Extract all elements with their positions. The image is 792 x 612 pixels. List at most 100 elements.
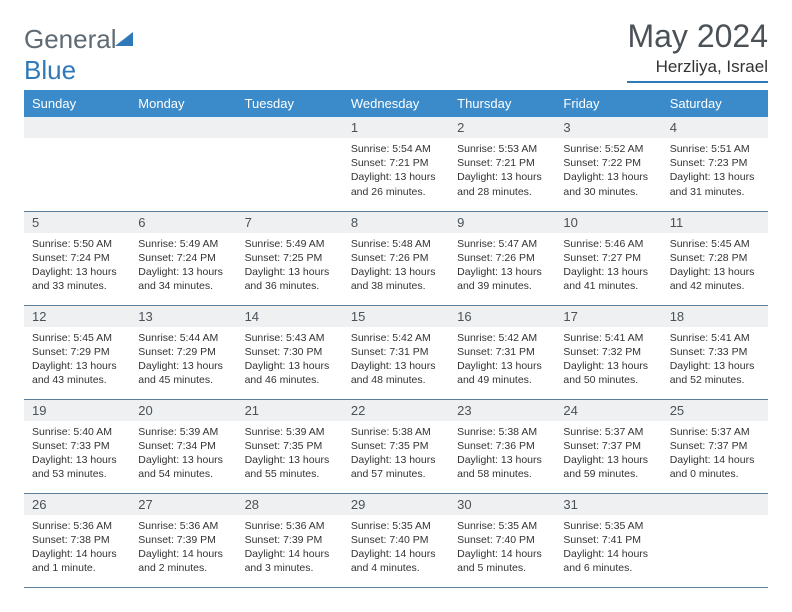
sunrise-text: Sunrise: 5:44 AM xyxy=(138,331,228,345)
calendar-day-cell: 17Sunrise: 5:41 AMSunset: 7:32 PMDayligh… xyxy=(555,305,661,399)
sunset-text: Sunset: 7:38 PM xyxy=(32,533,122,547)
weekday-header-row: Sunday Monday Tuesday Wednesday Thursday… xyxy=(24,90,768,117)
sunset-text: Sunset: 7:21 PM xyxy=(457,156,547,170)
sunset-text: Sunset: 7:34 PM xyxy=(138,439,228,453)
calendar-day-cell: 10Sunrise: 5:46 AMSunset: 7:27 PMDayligh… xyxy=(555,211,661,305)
sunrise-text: Sunrise: 5:41 AM xyxy=(670,331,760,345)
day-details: Sunrise: 5:45 AMSunset: 7:29 PMDaylight:… xyxy=(24,327,130,394)
day-details: Sunrise: 5:44 AMSunset: 7:29 PMDaylight:… xyxy=(130,327,236,394)
sunset-text: Sunset: 7:39 PM xyxy=(245,533,335,547)
day-number: 14 xyxy=(237,306,343,327)
day-details: Sunrise: 5:37 AMSunset: 7:37 PMDaylight:… xyxy=(555,421,661,488)
location-label: Herzliya, Israel xyxy=(627,57,768,83)
day-number: 13 xyxy=(130,306,236,327)
sunset-text: Sunset: 7:37 PM xyxy=(563,439,653,453)
day-number: 2 xyxy=(449,117,555,138)
calendar-day-cell: 31Sunrise: 5:35 AMSunset: 7:41 PMDayligh… xyxy=(555,493,661,587)
calendar-day-cell: 21Sunrise: 5:39 AMSunset: 7:35 PMDayligh… xyxy=(237,399,343,493)
daylight-text: Daylight: 13 hours and 42 minutes. xyxy=(670,265,760,293)
calendar-day-cell: 20Sunrise: 5:39 AMSunset: 7:34 PMDayligh… xyxy=(130,399,236,493)
daylight-text: Daylight: 14 hours and 4 minutes. xyxy=(351,547,441,575)
day-number: 22 xyxy=(343,400,449,421)
calendar-day-cell xyxy=(662,493,768,587)
calendar-week-row: 5Sunrise: 5:50 AMSunset: 7:24 PMDaylight… xyxy=(24,211,768,305)
calendar-day-cell: 24Sunrise: 5:37 AMSunset: 7:37 PMDayligh… xyxy=(555,399,661,493)
day-number: 24 xyxy=(555,400,661,421)
sunrise-text: Sunrise: 5:46 AM xyxy=(563,237,653,251)
day-number: 26 xyxy=(24,494,130,515)
calendar-day-cell: 12Sunrise: 5:45 AMSunset: 7:29 PMDayligh… xyxy=(24,305,130,399)
day-details: Sunrise: 5:42 AMSunset: 7:31 PMDaylight:… xyxy=(343,327,449,394)
sunrise-text: Sunrise: 5:48 AM xyxy=(351,237,441,251)
title-block: May 2024 Herzliya, Israel xyxy=(627,18,768,83)
sunset-text: Sunset: 7:41 PM xyxy=(563,533,653,547)
month-title: May 2024 xyxy=(627,18,768,55)
sunrise-text: Sunrise: 5:38 AM xyxy=(351,425,441,439)
day-details: Sunrise: 5:47 AMSunset: 7:26 PMDaylight:… xyxy=(449,233,555,300)
day-details: Sunrise: 5:49 AMSunset: 7:24 PMDaylight:… xyxy=(130,233,236,300)
day-number: 8 xyxy=(343,212,449,233)
sunrise-text: Sunrise: 5:35 AM xyxy=(457,519,547,533)
sunset-text: Sunset: 7:23 PM xyxy=(670,156,760,170)
day-number: 6 xyxy=(130,212,236,233)
day-details: Sunrise: 5:42 AMSunset: 7:31 PMDaylight:… xyxy=(449,327,555,394)
daylight-text: Daylight: 13 hours and 26 minutes. xyxy=(351,170,441,198)
sunrise-text: Sunrise: 5:50 AM xyxy=(32,237,122,251)
day-details: Sunrise: 5:39 AMSunset: 7:35 PMDaylight:… xyxy=(237,421,343,488)
calendar-week-row: 1Sunrise: 5:54 AMSunset: 7:21 PMDaylight… xyxy=(24,117,768,211)
day-details: Sunrise: 5:35 AMSunset: 7:40 PMDaylight:… xyxy=(343,515,449,582)
day-details: Sunrise: 5:53 AMSunset: 7:21 PMDaylight:… xyxy=(449,138,555,205)
calendar-day-cell: 22Sunrise: 5:38 AMSunset: 7:35 PMDayligh… xyxy=(343,399,449,493)
sunset-text: Sunset: 7:36 PM xyxy=(457,439,547,453)
day-details: Sunrise: 5:48 AMSunset: 7:26 PMDaylight:… xyxy=(343,233,449,300)
calendar-day-cell xyxy=(130,117,236,211)
day-number: 17 xyxy=(555,306,661,327)
day-details: Sunrise: 5:46 AMSunset: 7:27 PMDaylight:… xyxy=(555,233,661,300)
sunset-text: Sunset: 7:25 PM xyxy=(245,251,335,265)
calendar-day-cell: 11Sunrise: 5:45 AMSunset: 7:28 PMDayligh… xyxy=(662,211,768,305)
sunset-text: Sunset: 7:21 PM xyxy=(351,156,441,170)
logo-part2: Blue xyxy=(24,55,76,85)
sunset-text: Sunset: 7:33 PM xyxy=(32,439,122,453)
daylight-text: Daylight: 13 hours and 55 minutes. xyxy=(245,453,335,481)
sunrise-text: Sunrise: 5:45 AM xyxy=(32,331,122,345)
calendar-day-cell: 8Sunrise: 5:48 AMSunset: 7:26 PMDaylight… xyxy=(343,211,449,305)
daylight-text: Daylight: 13 hours and 45 minutes. xyxy=(138,359,228,387)
sunrise-text: Sunrise: 5:41 AM xyxy=(563,331,653,345)
day-number: 15 xyxy=(343,306,449,327)
day-number: 25 xyxy=(662,400,768,421)
day-details: Sunrise: 5:35 AMSunset: 7:40 PMDaylight:… xyxy=(449,515,555,582)
sunset-text: Sunset: 7:27 PM xyxy=(563,251,653,265)
sunrise-text: Sunrise: 5:51 AM xyxy=(670,142,760,156)
sunrise-text: Sunrise: 5:39 AM xyxy=(245,425,335,439)
day-number: 31 xyxy=(555,494,661,515)
calendar-day-cell: 23Sunrise: 5:38 AMSunset: 7:36 PMDayligh… xyxy=(449,399,555,493)
daylight-text: Daylight: 13 hours and 33 minutes. xyxy=(32,265,122,293)
day-number: 11 xyxy=(662,212,768,233)
sunrise-text: Sunrise: 5:36 AM xyxy=(138,519,228,533)
day-number: 19 xyxy=(24,400,130,421)
day-details: Sunrise: 5:54 AMSunset: 7:21 PMDaylight:… xyxy=(343,138,449,205)
daylight-text: Daylight: 13 hours and 52 minutes. xyxy=(670,359,760,387)
daylight-text: Daylight: 13 hours and 41 minutes. xyxy=(563,265,653,293)
sunset-text: Sunset: 7:35 PM xyxy=(351,439,441,453)
sunset-text: Sunset: 7:24 PM xyxy=(138,251,228,265)
calendar-day-cell: 4Sunrise: 5:51 AMSunset: 7:23 PMDaylight… xyxy=(662,117,768,211)
weekday-header: Wednesday xyxy=(343,90,449,117)
logo-swoosh-icon xyxy=(115,32,133,46)
sunset-text: Sunset: 7:40 PM xyxy=(457,533,547,547)
day-details: Sunrise: 5:36 AMSunset: 7:38 PMDaylight:… xyxy=(24,515,130,582)
day-number: 10 xyxy=(555,212,661,233)
sunrise-text: Sunrise: 5:37 AM xyxy=(670,425,760,439)
calendar-day-cell xyxy=(24,117,130,211)
daylight-text: Daylight: 13 hours and 34 minutes. xyxy=(138,265,228,293)
sunrise-text: Sunrise: 5:39 AM xyxy=(138,425,228,439)
day-number: 12 xyxy=(24,306,130,327)
daylight-text: Daylight: 14 hours and 5 minutes. xyxy=(457,547,547,575)
daylight-text: Daylight: 13 hours and 54 minutes. xyxy=(138,453,228,481)
day-details: Sunrise: 5:45 AMSunset: 7:28 PMDaylight:… xyxy=(662,233,768,300)
sunset-text: Sunset: 7:26 PM xyxy=(351,251,441,265)
daylight-text: Daylight: 14 hours and 3 minutes. xyxy=(245,547,335,575)
sunrise-text: Sunrise: 5:49 AM xyxy=(245,237,335,251)
daylight-text: Daylight: 14 hours and 2 minutes. xyxy=(138,547,228,575)
